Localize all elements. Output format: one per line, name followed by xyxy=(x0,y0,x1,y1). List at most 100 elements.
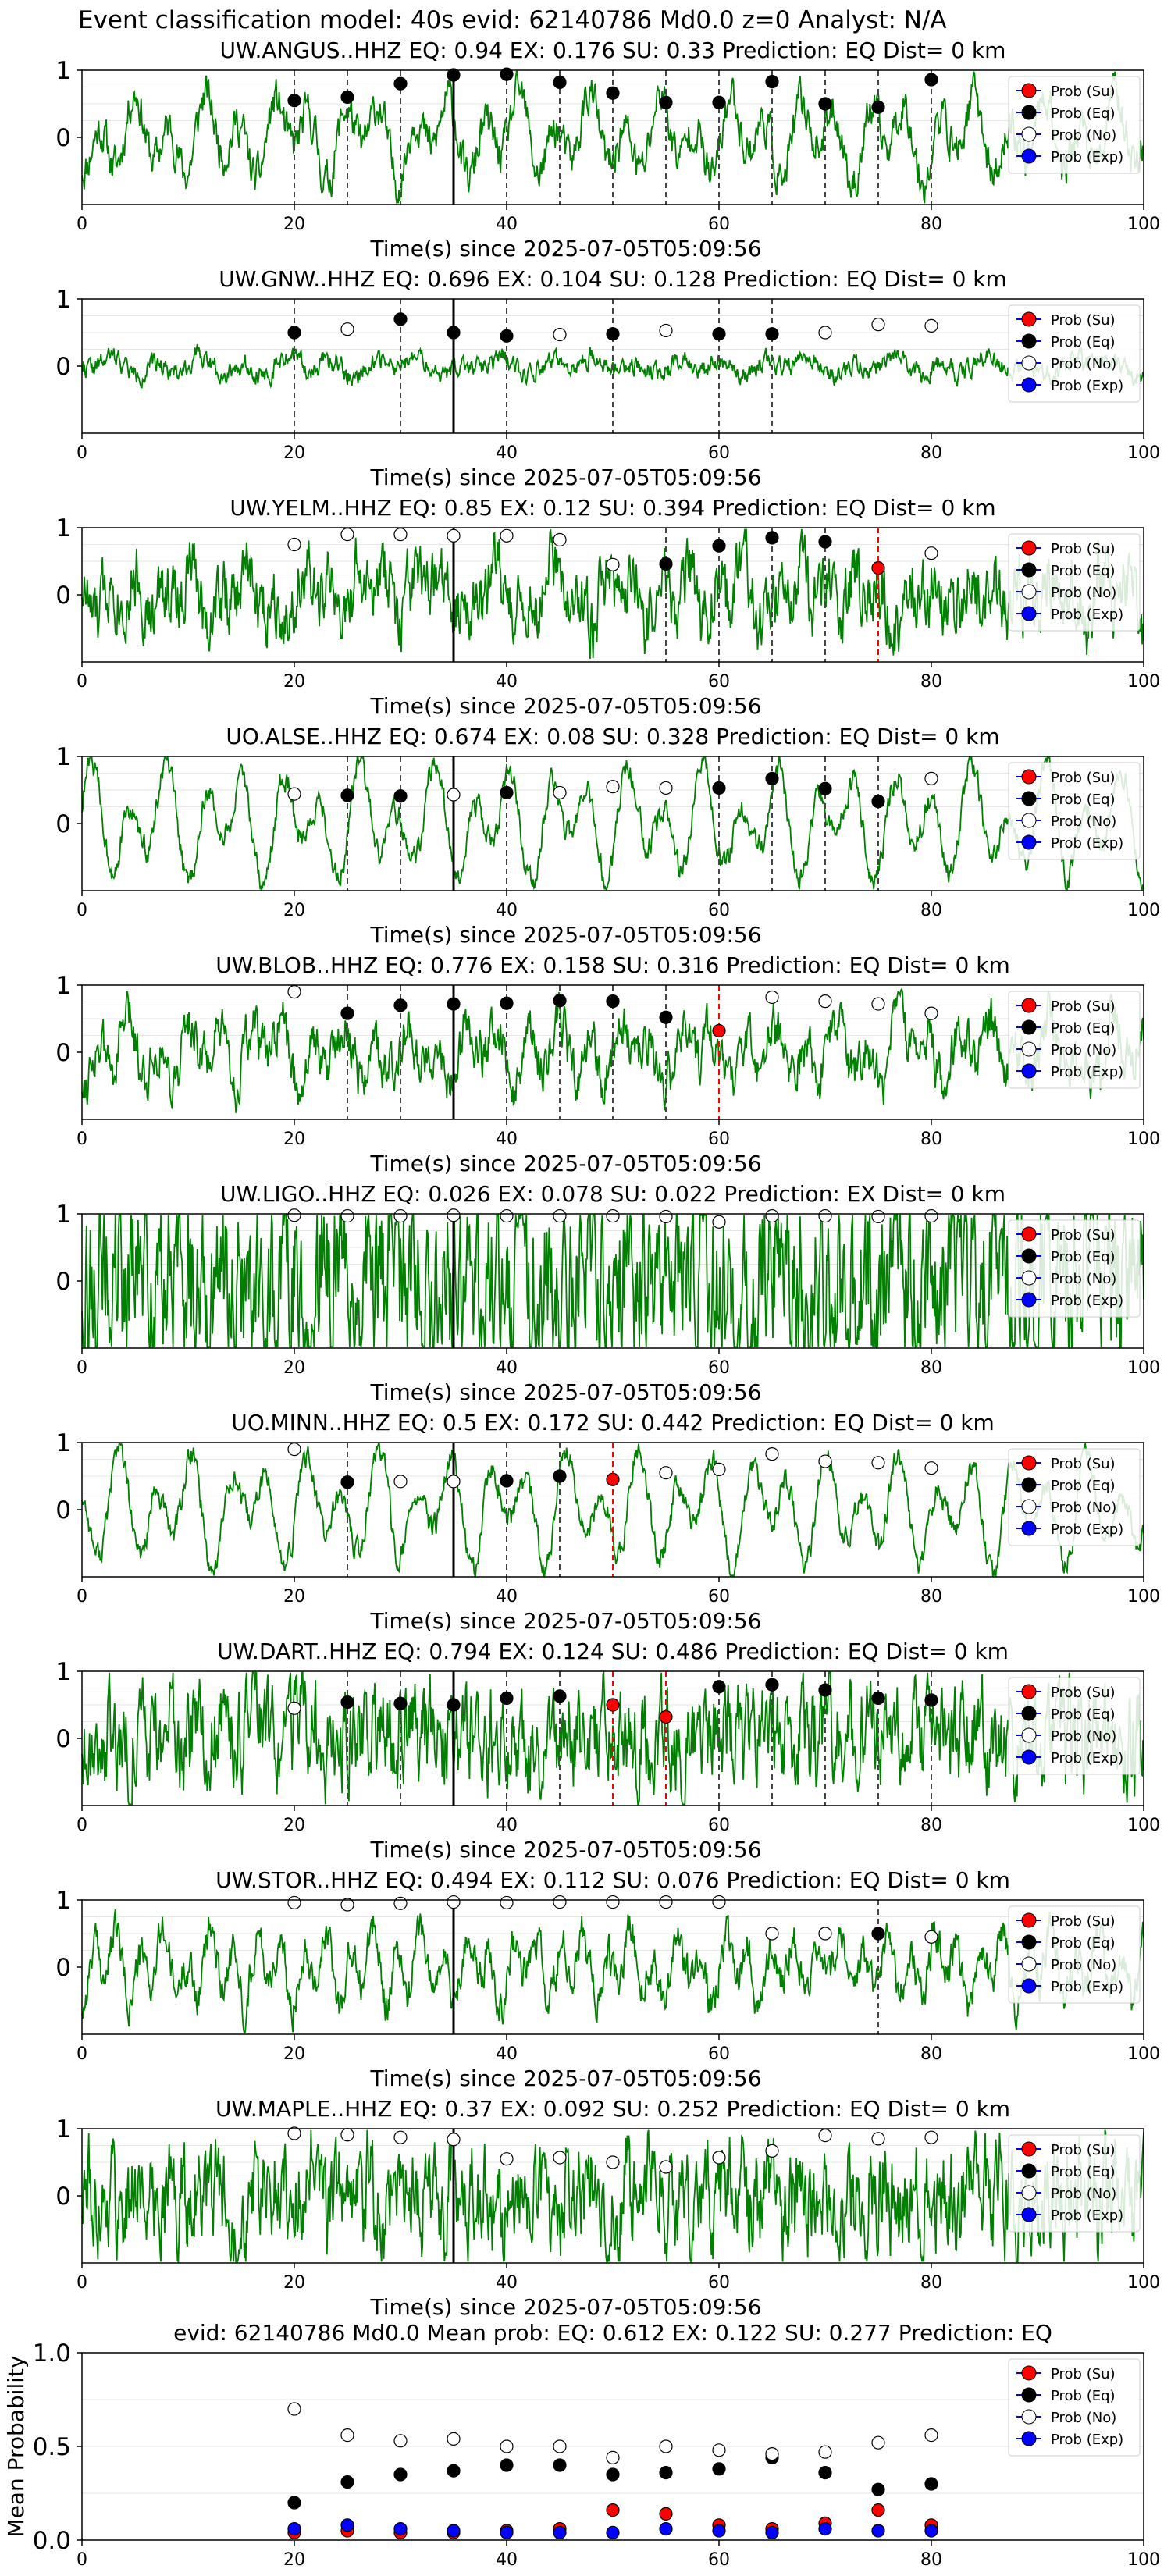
prob-point-eq xyxy=(393,789,408,803)
x-tick-label: 0 xyxy=(77,1358,87,1378)
prob-point-no xyxy=(765,1208,779,1223)
legend: Prob (Su) Prob (Eq) Prob (No) Prob (Exp) xyxy=(1008,533,1141,632)
prob-point-no xyxy=(924,1930,938,1944)
x-tick-label: 20 xyxy=(283,901,305,920)
prob-point-eq xyxy=(659,557,673,571)
legend-marker-su xyxy=(1021,83,1037,98)
prob-point-eq xyxy=(871,100,885,114)
prob-point-eq xyxy=(287,94,301,108)
prob-point-eq xyxy=(500,1474,514,1488)
prob-point-no xyxy=(712,1215,726,1229)
legend-marker-no xyxy=(1021,2409,1037,2425)
prob-point-eq xyxy=(765,1678,779,1692)
x-tick-label: 100 xyxy=(1127,2550,1160,2570)
x-tick-label: 60 xyxy=(708,1816,730,1835)
prob-point-eq xyxy=(287,326,301,340)
legend-frame xyxy=(1008,76,1141,174)
prob-point-no xyxy=(287,787,301,801)
prob-point-no xyxy=(553,785,567,800)
y-tick-label: 1 xyxy=(55,1658,71,1686)
legend-marker-su xyxy=(1021,1455,1037,1471)
waveform-trace xyxy=(81,1670,1144,1806)
mean-point-exp xyxy=(818,2522,832,2536)
plot-frame xyxy=(81,984,1144,1120)
x-tick-label: 100 xyxy=(1127,443,1160,463)
mean-point-no xyxy=(765,2447,779,2461)
x-tick-label: 20 xyxy=(283,2273,305,2293)
prob-point-no xyxy=(818,326,832,340)
y-tick-label: 0 xyxy=(55,1268,71,1296)
legend-marker-eq xyxy=(1021,1019,1037,1035)
chart-title: UW.YELM..HHZ EQ: 0.85 EX: 0.12 SU: 0.394… xyxy=(230,495,995,521)
legend-label: Prob (No) xyxy=(1051,585,1116,601)
prob-point-no xyxy=(818,1927,832,1941)
prob-point-no xyxy=(340,1898,354,1912)
prob-point-no xyxy=(924,318,938,333)
prob-point-no xyxy=(553,532,567,547)
legend-label: Prob (Eq) xyxy=(1051,1249,1116,1265)
prob-point-no xyxy=(659,323,673,338)
mean-point-no xyxy=(818,2445,832,2459)
prob-point-no xyxy=(340,1208,354,1223)
x-axis-label: Time(s) since 2025-07-05T05:09:56 xyxy=(369,1151,761,1176)
legend-marker-eq xyxy=(1021,1477,1037,1493)
legend-marker-no xyxy=(1021,813,1037,828)
prob-point-eq xyxy=(553,75,567,90)
legend-marker-exp xyxy=(1021,606,1037,621)
y-tick-label: 1 xyxy=(55,972,71,1000)
legend-label: Prob (Su) xyxy=(1051,84,1116,100)
chart-panel-4: UW.BLOB..HHZ EQ: 0.776 EX: 0.158 SU: 0.3… xyxy=(55,952,1160,1176)
prob-point-no xyxy=(924,771,938,785)
prob-point-eq xyxy=(712,95,726,109)
x-axis-label: Time(s) since 2025-07-05T05:09:56 xyxy=(369,922,761,948)
prob-point-eq xyxy=(393,998,408,1012)
prob-point-eq xyxy=(393,76,408,91)
prob-point-no xyxy=(606,1208,620,1223)
chart-title: evid: 62140786 Md0.0 Mean prob: EQ: 0.61… xyxy=(173,2320,1052,2346)
x-tick-label: 0 xyxy=(77,1587,87,1606)
prob-point-eq xyxy=(712,327,726,341)
legend-label: Prob (No) xyxy=(1051,1957,1116,1973)
legend-label: Prob (Eq) xyxy=(1051,2388,1116,2404)
legend-label: Prob (No) xyxy=(1051,813,1116,830)
legend-marker-eq xyxy=(1021,791,1037,806)
legend-label: Prob (Eq) xyxy=(1051,105,1116,122)
prob-point-no xyxy=(924,2130,938,2144)
legend-label: Prob (Eq) xyxy=(1051,1478,1116,1494)
prob-point-eq xyxy=(871,795,885,809)
prob-point-no xyxy=(871,2132,885,2146)
x-tick-label: 80 xyxy=(920,2550,942,2570)
x-tick-label: 40 xyxy=(496,2550,518,2570)
mean-point-exp xyxy=(871,2524,885,2538)
prob-point-eq xyxy=(765,75,779,89)
prob-point-eq xyxy=(340,90,354,105)
x-tick-label: 20 xyxy=(283,1358,305,1378)
x-tick-label: 0 xyxy=(77,443,87,463)
prob-point-eq xyxy=(818,97,832,111)
x-tick-label: 60 xyxy=(708,672,730,692)
prob-point-su xyxy=(659,1710,673,1724)
chart-title: UO.MINN..HHZ EQ: 0.5 EX: 0.172 SU: 0.442… xyxy=(231,1410,995,1436)
chart-panel-10: evid: 62140786 Md0.0 Mean prob: EQ: 0.61… xyxy=(3,2320,1160,2570)
mean-point-no xyxy=(500,2439,514,2453)
prob-point-no xyxy=(659,781,673,795)
mean-point-exp xyxy=(765,2525,779,2539)
prob-point-no xyxy=(500,528,514,543)
legend-marker-exp xyxy=(1021,2207,1037,2222)
legend-marker-no xyxy=(1021,355,1037,371)
x-tick-label: 40 xyxy=(496,215,518,234)
legend-label: Prob (Su) xyxy=(1051,541,1116,557)
legend-label: Prob (No) xyxy=(1051,2410,1116,2426)
prob-point-no xyxy=(287,984,301,999)
x-axis-label: Time(s) since 2025-07-05T05:09:56 xyxy=(369,1837,761,1863)
mean-point-eq xyxy=(818,2466,832,2480)
prob-point-no xyxy=(606,557,620,571)
mean-point-no xyxy=(553,2439,567,2453)
mean-point-su xyxy=(606,2503,620,2517)
legend-marker-eq xyxy=(1021,1248,1037,1264)
prob-point-no xyxy=(712,1895,726,1909)
prob-point-eq xyxy=(606,327,620,341)
prob-point-su xyxy=(871,560,885,575)
chart-panel-8: UW.STOR..HHZ EQ: 0.494 EX: 0.112 SU: 0.0… xyxy=(55,1867,1160,2091)
legend: Prob (Su) Prob (Eq) Prob (No) Prob (Exp) xyxy=(1008,1677,1141,1775)
